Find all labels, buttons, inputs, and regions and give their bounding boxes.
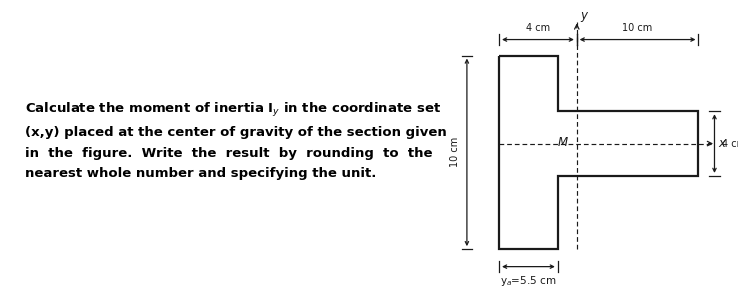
Text: y: y (580, 9, 587, 22)
Text: 10 cm: 10 cm (622, 23, 652, 33)
Text: x: x (718, 137, 725, 150)
Text: 10 cm: 10 cm (450, 137, 461, 168)
Text: 4 cm: 4 cm (722, 139, 738, 149)
Text: M: M (558, 137, 568, 149)
Text: 4 cm: 4 cm (526, 23, 550, 33)
Text: y$_a$=5.5 cm: y$_a$=5.5 cm (500, 274, 556, 288)
Text: Calculate the moment of inertia I$_y$ in the coordinate set
(x,y) placed at the : Calculate the moment of inertia I$_y$ in… (25, 101, 447, 180)
